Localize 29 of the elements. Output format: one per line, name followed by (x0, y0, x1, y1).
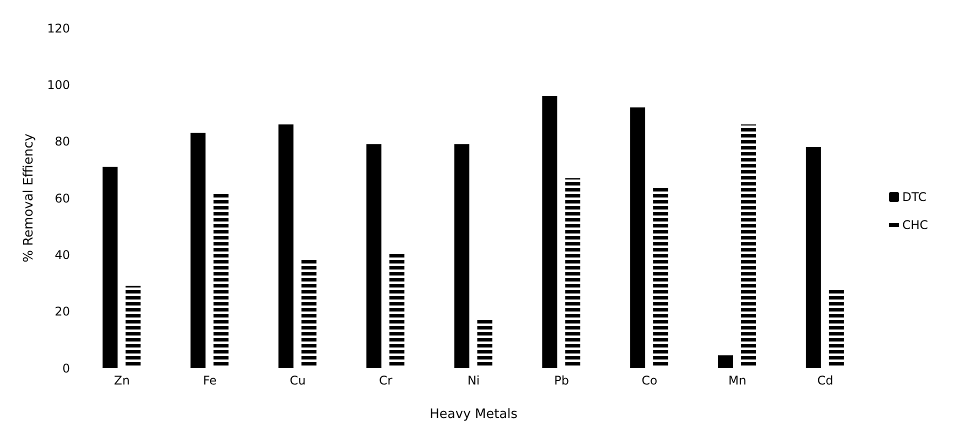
y-axis-title: % Removal Effiency (22, 133, 37, 262)
x-tick-label: Mn (728, 374, 746, 388)
x-axis-title: Heavy Metals (430, 407, 518, 422)
bar (454, 144, 470, 368)
bar (718, 355, 734, 368)
y-tick-label: 60 (54, 191, 70, 206)
bar (278, 124, 294, 368)
x-tick-label: Zn (114, 374, 130, 388)
y-tick-label: 20 (54, 304, 70, 319)
bar (102, 166, 118, 368)
legend-label: DTC (902, 190, 926, 204)
y-tick-label: 80 (54, 134, 70, 149)
bar (630, 107, 646, 368)
bar (806, 147, 821, 368)
x-tick-label: Cr (379, 374, 392, 388)
y-tick-label: 0 (62, 361, 70, 376)
y-tick-label: 120 (47, 21, 70, 36)
legend-label: CHC (902, 218, 928, 232)
x-tick-label: Fe (203, 374, 217, 388)
y-tick-label: 40 (54, 248, 70, 262)
x-tick-label: Pb (554, 374, 569, 388)
bar (542, 96, 558, 368)
bar (366, 144, 382, 368)
y-tick-label: 100 (47, 78, 70, 92)
x-tick-label: Cu (290, 374, 306, 388)
bar (190, 132, 206, 368)
x-tick-label: Cd (817, 374, 834, 388)
x-tick-label: Co (642, 374, 658, 388)
x-tick-label: Ni (467, 374, 480, 388)
